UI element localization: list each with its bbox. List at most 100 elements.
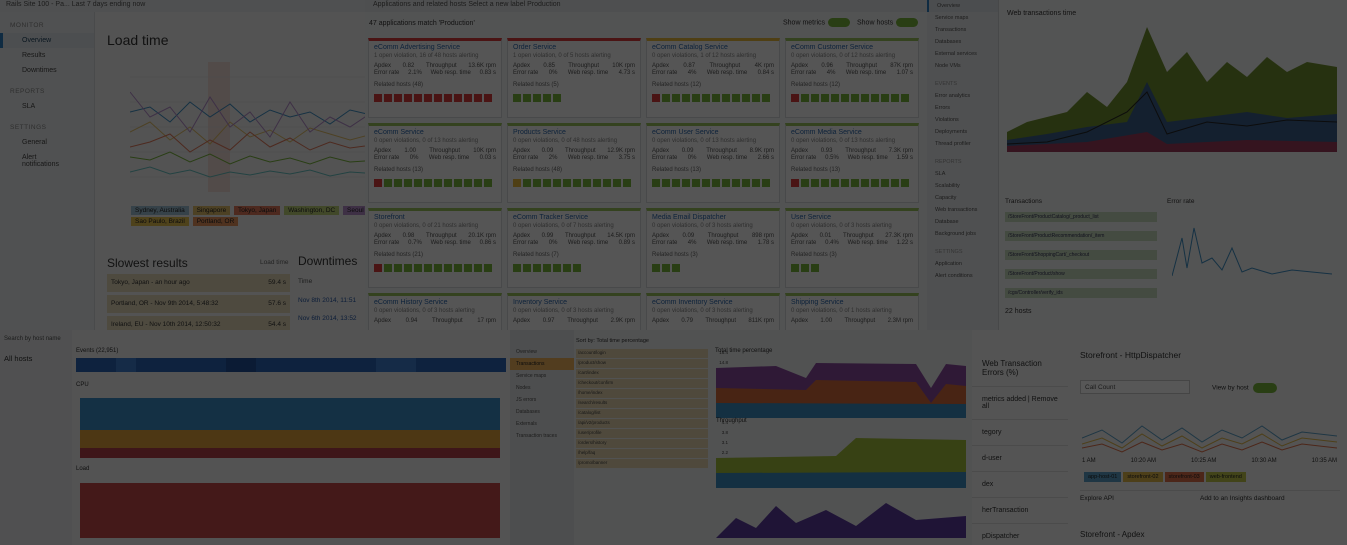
host-status-square[interactable] xyxy=(414,94,422,102)
show-metrics-toggle[interactable]: Show metrics xyxy=(783,18,851,27)
host-status-square[interactable] xyxy=(762,94,770,102)
host-status-square[interactable] xyxy=(811,94,819,102)
app-card[interactable]: Storefront 0 open violations, 0 of 21 hos… xyxy=(368,208,502,288)
legend-item[interactable]: app-host-01 xyxy=(1084,472,1122,482)
host-status-square[interactable] xyxy=(424,94,432,102)
host-status-square[interactable] xyxy=(394,179,402,187)
sidebar-item[interactable]: Overview xyxy=(927,0,998,12)
host-status-square[interactable] xyxy=(543,94,551,102)
app-card[interactable]: Media Email Dispatcher 0 open violations,… xyxy=(646,208,780,288)
sidebar-item-results[interactable]: Results xyxy=(22,52,46,59)
app-card[interactable]: Inventory Service 0 open violations, 0 of… xyxy=(507,293,641,330)
transaction-row[interactable]: /search/results6.7 xyxy=(576,399,728,408)
metric-list-item[interactable]: Web Transaction Errors (%) xyxy=(972,350,1068,387)
transaction-row[interactable]: /StoreFront/ShoppingCart/_checkout xyxy=(1005,250,1157,260)
host-status-square[interactable] xyxy=(613,179,621,187)
host-status-square[interactable] xyxy=(484,264,492,272)
host-status-square[interactable] xyxy=(523,179,531,187)
host-status-square[interactable] xyxy=(742,179,750,187)
app-name[interactable]: Products Service xyxy=(513,129,566,136)
sidebar-item[interactable]: Application xyxy=(935,261,962,267)
show-hosts-toggle[interactable]: Show hosts xyxy=(857,18,919,27)
host-status-square[interactable] xyxy=(801,94,809,102)
legend-item[interactable]: Sydney, Australia xyxy=(131,206,189,215)
host-status-square[interactable] xyxy=(553,94,561,102)
sidebar-item[interactable]: JS errors xyxy=(516,397,537,403)
app-name[interactable]: User Service xyxy=(791,214,832,221)
host-status-square[interactable] xyxy=(573,264,581,272)
host-status-square[interactable] xyxy=(811,264,819,272)
host-status-square[interactable] xyxy=(652,179,660,187)
metric-list-item[interactable]: dex xyxy=(972,472,1068,498)
sidebar-item[interactable]: Errors xyxy=(935,105,950,111)
host-status-square[interactable] xyxy=(672,264,680,272)
sidebar-item[interactable]: Externals xyxy=(516,421,537,427)
host-status-square[interactable] xyxy=(553,179,561,187)
transaction-row[interactable]: /user/profile 3.8 xyxy=(576,429,728,438)
view-by-host-toggle[interactable]: View by host xyxy=(1212,383,1277,393)
host-status-square[interactable] xyxy=(652,264,660,272)
host-status-square[interactable] xyxy=(692,179,700,187)
metric-list-item[interactable]: metrics added | Remove all xyxy=(972,387,1068,420)
sidebar-item[interactable]: Node VMs xyxy=(935,63,961,69)
host-status-square[interactable] xyxy=(444,264,452,272)
host-status-square[interactable] xyxy=(434,264,442,272)
sidebar-item[interactable]: Error analytics xyxy=(935,93,971,99)
app-name[interactable]: eComm User Service xyxy=(652,129,719,136)
host-status-square[interactable] xyxy=(374,94,382,102)
metric-list-item[interactable]: pDispatcher xyxy=(972,524,1068,545)
app-name[interactable]: Storefront xyxy=(374,214,405,221)
app-card[interactable]: eComm History Service 0 open violations, … xyxy=(368,293,502,330)
host-status-square[interactable] xyxy=(652,94,660,102)
transaction-row[interactable]: /cgs/Controller/verify_ids xyxy=(1005,288,1157,298)
host-status-square[interactable] xyxy=(861,179,869,187)
toggle-switch[interactable] xyxy=(828,18,851,27)
host-status-square[interactable] xyxy=(791,94,799,102)
host-status-square[interactable] xyxy=(871,179,879,187)
host-status-square[interactable] xyxy=(583,179,591,187)
transaction-row[interactable]: /promo/banner1.5 xyxy=(576,459,728,468)
app-card[interactable]: eComm User Service 0 open violations, 0 o… xyxy=(646,123,780,203)
app-card[interactable]: User Service 0 open violations, 0 of 3 ho… xyxy=(785,208,919,288)
legend-item[interactable]: storefront-02 xyxy=(1123,472,1163,482)
host-status-square[interactable] xyxy=(881,94,889,102)
host-status-square[interactable] xyxy=(791,264,799,272)
sidebar-item[interactable]: Databases xyxy=(935,39,962,45)
host-status-square[interactable] xyxy=(474,179,482,187)
host-status-square[interactable] xyxy=(464,264,472,272)
legend-item[interactable]: Singapore xyxy=(192,206,231,215)
sidebar-item[interactable]: Web transactions xyxy=(935,207,978,213)
app-name[interactable]: eComm Advertising Service xyxy=(374,44,460,51)
slow-row[interactable]: Ireland, EU - Nov 10th 2014, 12:50:32 54.… xyxy=(107,316,290,330)
host-status-square[interactable] xyxy=(374,179,382,187)
sidebar-item-alert-notifications[interactable]: Alert notifications xyxy=(22,154,59,168)
host-status-square[interactable] xyxy=(404,94,412,102)
app-name[interactable]: eComm Service xyxy=(374,129,424,136)
sidebar-item[interactable]: External services xyxy=(935,51,977,57)
app-card[interactable]: Order Service 1 open violation, 0 of 5 ho… xyxy=(507,38,641,118)
host-status-square[interactable] xyxy=(881,179,889,187)
app-card[interactable]: eComm Service 0 open violations, 0 of 13 … xyxy=(368,123,502,203)
app-name[interactable]: Inventory Service xyxy=(513,299,568,306)
host-status-square[interactable] xyxy=(712,94,720,102)
transaction-row[interactable]: /api/v2/products 4.4 xyxy=(576,419,728,428)
host-status-square[interactable] xyxy=(424,264,432,272)
app-name[interactable]: eComm History Service xyxy=(374,299,448,306)
transaction-row[interactable]: /StoreFront/Product/show xyxy=(1005,269,1157,279)
host-status-square[interactable] xyxy=(841,179,849,187)
app-name[interactable]: eComm Catalog Service xyxy=(652,44,728,51)
sidebar-item[interactable]: Overview xyxy=(516,349,537,355)
sidebar-item[interactable]: Service maps xyxy=(516,373,547,379)
sidebar-item-sla[interactable]: SLA xyxy=(22,103,36,110)
transaction-row[interactable]: /catalog/list5.9 xyxy=(576,409,728,418)
metric-select[interactable]: Call Count xyxy=(1080,380,1190,394)
host-status-square[interactable] xyxy=(384,94,392,102)
sidebar-item[interactable]: Transactions xyxy=(935,27,967,33)
sidebar-item-downtimes[interactable]: Downtimes xyxy=(22,67,57,74)
transaction-row[interactable]: /cart/index12.3 xyxy=(576,369,728,378)
host-status-square[interactable] xyxy=(484,94,492,102)
app-card[interactable]: eComm Inventory Service 0 open violations… xyxy=(646,293,780,330)
host-search-input[interactable]: Search by host name xyxy=(4,336,61,342)
app-card[interactable]: eComm Customer Service 0 open violations,… xyxy=(785,38,919,118)
sidebar-item[interactable]: Nodes xyxy=(516,385,531,391)
